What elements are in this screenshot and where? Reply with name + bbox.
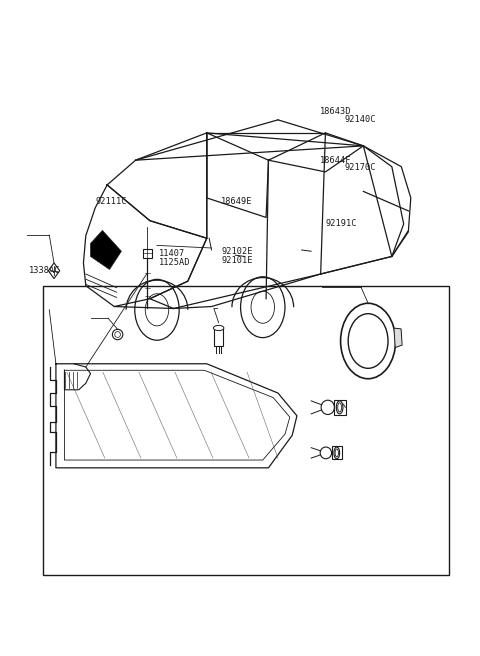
Text: 92170C: 92170C bbox=[344, 163, 376, 173]
Polygon shape bbox=[91, 230, 121, 270]
Text: 92111C: 92111C bbox=[96, 197, 127, 206]
Bar bbox=[334, 400, 346, 415]
Bar bbox=[332, 446, 342, 459]
Bar bbox=[143, 249, 152, 258]
Ellipse shape bbox=[321, 400, 335, 415]
Bar bbox=[214, 328, 223, 346]
Text: 92140C: 92140C bbox=[344, 115, 376, 125]
Ellipse shape bbox=[320, 447, 332, 459]
Text: 92102E: 92102E bbox=[221, 247, 252, 256]
Text: 1338AC: 1338AC bbox=[29, 266, 60, 276]
Ellipse shape bbox=[336, 401, 343, 414]
Text: 18649E: 18649E bbox=[221, 197, 252, 206]
Bar bbox=[43, 286, 449, 575]
Text: 18643D: 18643D bbox=[320, 107, 351, 116]
Ellipse shape bbox=[214, 325, 224, 331]
Ellipse shape bbox=[338, 403, 342, 412]
Text: 18644F: 18644F bbox=[320, 155, 351, 165]
Text: 92101E: 92101E bbox=[221, 256, 252, 265]
Ellipse shape bbox=[112, 329, 123, 340]
Text: 11407: 11407 bbox=[159, 249, 186, 258]
Text: 92191C: 92191C bbox=[325, 219, 357, 228]
Polygon shape bbox=[48, 263, 60, 279]
Ellipse shape bbox=[335, 449, 338, 457]
Ellipse shape bbox=[334, 447, 340, 459]
Polygon shape bbox=[394, 328, 402, 348]
Text: 1125AD: 1125AD bbox=[159, 258, 191, 267]
Ellipse shape bbox=[115, 331, 120, 337]
